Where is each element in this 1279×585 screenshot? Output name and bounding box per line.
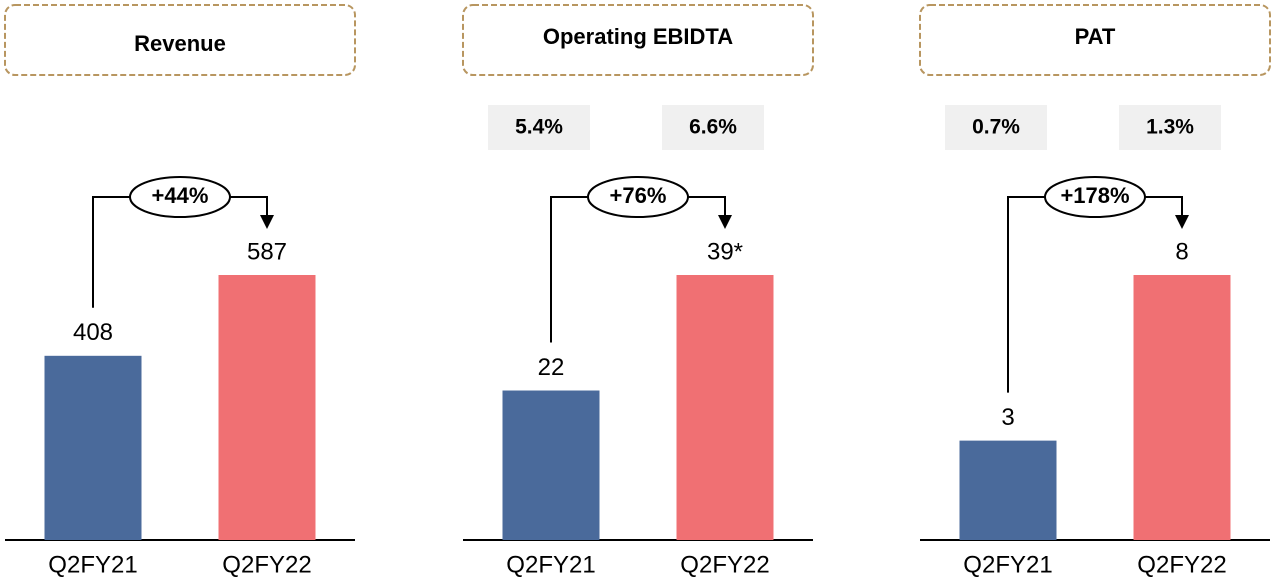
growth-ellipse [129,176,231,218]
arrow-head [1175,215,1189,229]
margin-label: 6.6% [689,116,737,139]
margin-box [488,105,590,150]
value-label: 39* [707,238,743,265]
margin-box [662,105,764,150]
panel-title: Revenue [134,31,226,56]
x-tick-label: Q2FY21 [963,551,1052,578]
title-box [919,4,1271,76]
title-box [462,4,814,76]
x-tick-label: Q2FY21 [48,551,137,578]
arrow-head [718,215,732,229]
x-tick-label: Q2FY22 [222,551,311,578]
value-label: 587 [247,238,287,265]
value-label: 408 [73,319,113,346]
growth-label: +76% [610,183,667,208]
bar [676,275,774,540]
bar [502,390,600,540]
title-box [4,4,356,76]
margin-label: 1.3% [1146,116,1194,139]
growth-label: +44% [152,183,209,208]
x-tick-label: Q2FY21 [506,551,595,578]
arrow-head [260,215,274,229]
growth-ellipse [1044,176,1146,218]
value-label: 8 [1175,238,1188,265]
growth-ellipse [587,176,689,218]
bar [44,355,142,540]
margin-label: 5.4% [515,116,563,139]
x-tick-label: Q2FY22 [1137,551,1226,578]
value-label: 22 [538,354,565,381]
margin-box [945,105,1047,150]
bar [1133,275,1231,540]
margin-label: 0.7% [972,116,1020,139]
x-tick-label: Q2FY22 [680,551,769,578]
value-label: 3 [1001,404,1014,431]
bar [959,440,1057,540]
growth-label: +178% [1060,183,1129,208]
panel-title: PAT [1075,24,1116,49]
margin-box [1119,105,1221,150]
bar [218,275,316,540]
panel-title: Operating EBIDTA [543,24,733,49]
